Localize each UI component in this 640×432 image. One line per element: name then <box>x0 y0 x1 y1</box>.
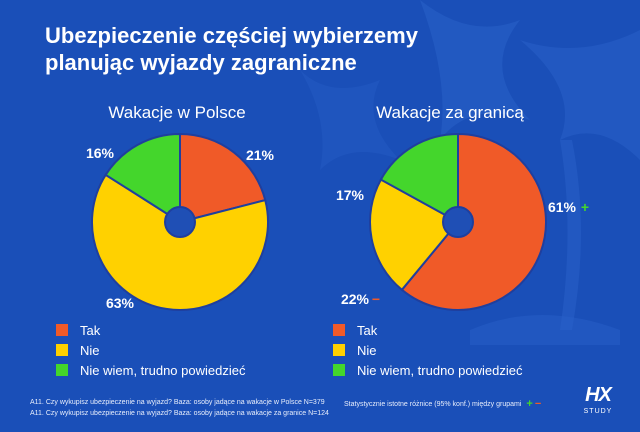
legend-label-nie-wiem: Nie wiem, trudno powiedzieć <box>80 362 246 378</box>
significance-plus-icon: + <box>526 398 533 410</box>
legend-label-nie: Nie <box>357 342 377 358</box>
significance-plus-icon-abroad: + <box>581 199 589 215</box>
footnote-abroad: A11. Czy wykupisz ubezpieczenie na wyjaz… <box>30 410 329 417</box>
pie-slice-poland-tak <box>179 132 267 224</box>
legend-label-tak: Tak <box>357 322 378 338</box>
legend-label-tak: Tak <box>80 322 101 338</box>
pie-slice-poland-nie-wiem <box>104 132 181 224</box>
legend-swatch-nie-wiem <box>56 364 68 376</box>
pie-slice-abroad-nie <box>369 178 460 292</box>
legend-item-nie-wiem: Nie wiem, trudno powiedzieć <box>333 360 522 380</box>
slice-label-abroad-tak: 61% <box>548 199 577 215</box>
palm-trunk-decoration <box>560 140 581 330</box>
pie-center-hole-abroad <box>442 206 474 238</box>
slice-label-abroad-nie-wiem: 17% <box>336 187 365 203</box>
island-decoration <box>470 315 620 345</box>
pie-slice-poland-nie <box>91 173 269 311</box>
chart-title-poland: Wakacje w Polsce <box>108 103 246 122</box>
logo-sub-text: STUDY <box>583 408 613 415</box>
significance-minus-icon: − <box>534 398 542 410</box>
legend-label-nie-wiem: Nie wiem, trudno powiedzieć <box>357 362 523 378</box>
legend-label-nie: Nie <box>80 342 100 358</box>
legend-swatch-tak <box>56 324 68 336</box>
legend-swatch-nie <box>56 344 68 356</box>
logo-main-text: HX <box>585 384 612 406</box>
legend-swatch-nie <box>333 344 345 356</box>
significance-note: Statystycznie istotne różnice (95% konf.… <box>344 398 541 410</box>
legend-swatch-nie-wiem <box>333 364 345 376</box>
significance-minus-icon-abroad: − <box>372 291 380 307</box>
legend-item-nie: Nie <box>56 340 245 360</box>
slice-label-poland-nie-wiem: 16% <box>86 145 115 161</box>
significance-note-text: Statystycznie istotne różnice (95% konf.… <box>344 400 522 408</box>
legend-item-nie-wiem: Nie wiem, trudno powiedzieć <box>56 360 245 380</box>
legend-item-tak: Tak <box>333 320 522 340</box>
legend-item-tak: Tak <box>56 320 245 340</box>
legend-abroad: Tak Nie Nie wiem, trudno powiedzieć <box>333 320 522 380</box>
chart-title-abroad: Wakacje za granicą <box>376 103 524 122</box>
hx-study-logo: HX STUDY <box>573 385 623 425</box>
slice-label-abroad-nie: 22% <box>341 291 370 307</box>
legend-item-nie: Nie <box>333 340 522 360</box>
footnote-poland: A11. Czy wykupisz ubezpieczenie na wyjaz… <box>30 399 325 406</box>
page-title: Ubezpieczenie częściej wybierzemy planuj… <box>45 23 418 75</box>
pie-slice-abroad-nie-wiem <box>379 132 459 224</box>
palm-leaf-decoration <box>300 70 400 170</box>
slice-label-poland-nie: 63% <box>106 295 135 311</box>
footnotes: A11. Czy wykupisz ubezpieczenie na wyjaz… <box>30 397 329 419</box>
palm-leaf-decoration <box>420 0 530 140</box>
palm-leaf-decoration <box>520 30 640 160</box>
pie-center-hole-poland <box>164 206 196 238</box>
legend-swatch-tak <box>333 324 345 336</box>
legend-poland: Tak Nie Nie wiem, trudno powiedzieć <box>56 320 245 380</box>
slice-label-poland-tak: 21% <box>246 147 275 163</box>
